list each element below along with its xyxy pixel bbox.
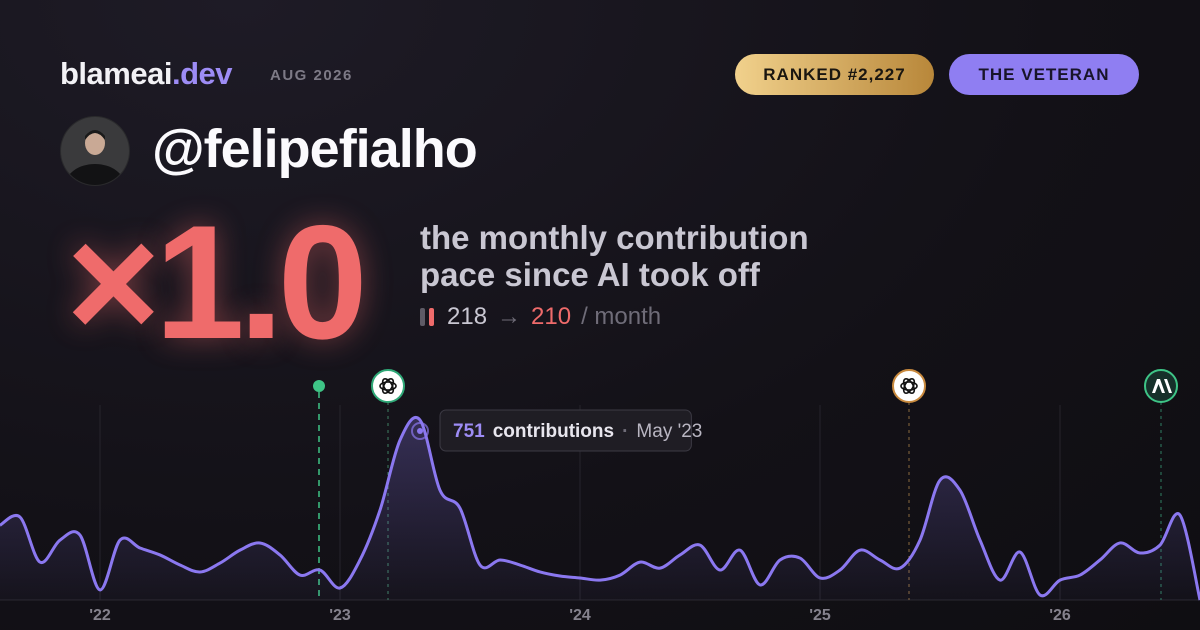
after-value: 210 [531,303,572,330]
tooltip-box [439,409,692,452]
x-tick-label: '25 [809,607,831,624]
event-icon [892,369,926,403]
rank-pill: RANKED #2,227 [735,54,934,95]
before-value: 218 [447,303,488,330]
event-icon [371,369,405,403]
stat-icon [420,308,434,326]
tooltip-part: contributions [493,421,614,442]
caption-line: the monthly contribution [420,219,809,256]
multiplier: ×1.0 [66,192,368,373]
stats-row: 218 → 210 / month [420,303,661,331]
peak-dot [417,428,423,434]
avatar [60,116,130,186]
x-tick-label: '26 [1049,607,1071,624]
tooltip-sep: · [622,421,628,442]
event-dot [313,380,325,392]
x-tick-label: '22 [89,607,111,624]
brand-name: blameai [60,56,172,91]
event-icon [1144,369,1178,403]
arrow: → [497,303,522,330]
peak-marker [411,422,429,440]
brand: blameai.dev [60,56,232,92]
line [0,416,1200,601]
tooltip-part: 751 [453,421,485,442]
handle: @felipefialho [152,119,478,179]
badge-pill: THE VETERAN [949,54,1139,95]
unit: / month [581,303,662,330]
tooltip-text: 751 contributions · May '23 [453,421,702,442]
brand-tld: .dev [171,56,233,91]
x-tick-label: '24 [569,607,591,624]
area [0,417,1200,600]
tooltip: 751 contributions · May '23 [439,409,702,452]
tooltip-part: May '23 [636,421,702,442]
x-tick-label: '23 [329,607,351,624]
caption-line: pace since AI took off [420,256,760,293]
period: AUG 2026 [270,67,353,84]
